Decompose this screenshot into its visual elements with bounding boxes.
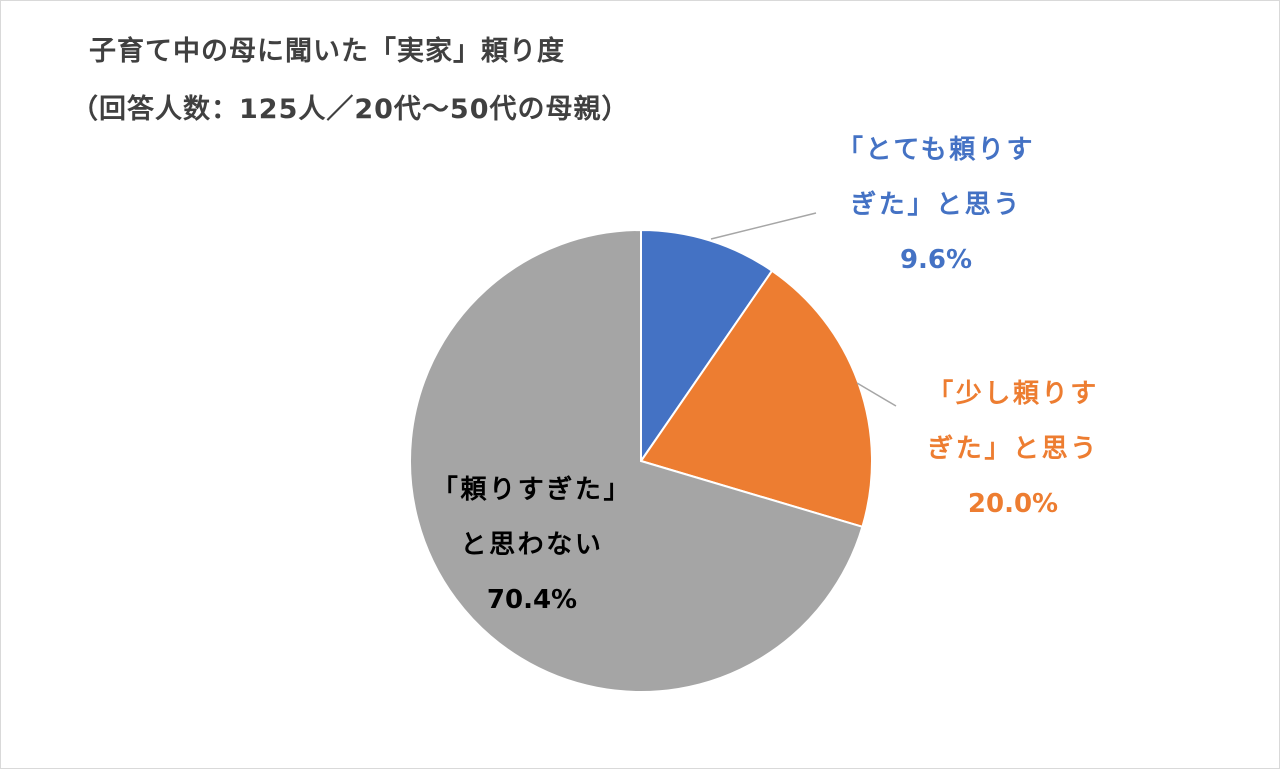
- chart-subtitle: （回答人数：125人／20代～50代の母親）: [71, 94, 630, 125]
- data-label-name: 「とても頼りすぎた」と思う: [836, 135, 1036, 220]
- data-label-name: 「頼りすぎた」と思わない: [431, 475, 633, 560]
- data-label-value: 70.4%: [486, 585, 578, 615]
- data-label-value: 9.6%: [899, 245, 973, 275]
- data-label-value: 20.0%: [967, 489, 1059, 519]
- leader-line: [710, 212, 817, 240]
- data-label: 「頼りすぎた」と思わない 70.4%: [382, 463, 682, 628]
- leader-line: [856, 382, 897, 407]
- chart-title: 子育て中の母に聞いた「実家」頼り度: [89, 36, 565, 67]
- data-label: 「少し頼りすぎた」と思う 20.0%: [863, 367, 1163, 532]
- pie-slice: [640, 228, 774, 465]
- data-label-name: 「少し頼りすぎた」と思う: [927, 379, 1099, 464]
- pie-slice: [409, 228, 864, 693]
- data-label: 「とても頼りすぎた」と思う 9.6%: [786, 123, 1086, 288]
